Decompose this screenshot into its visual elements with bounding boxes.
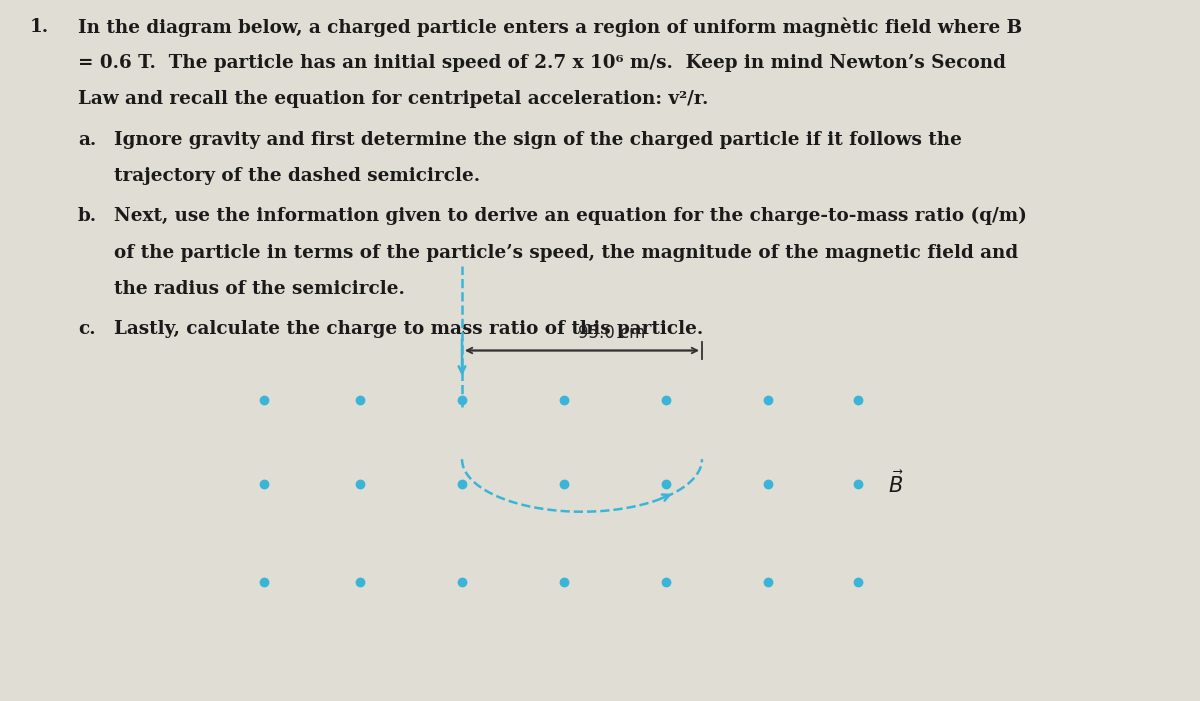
Point	[848, 478, 868, 489]
Point	[554, 394, 574, 405]
Text: Lastly, calculate the charge to mass ratio of this particle.: Lastly, calculate the charge to mass rat…	[114, 320, 703, 338]
Point	[656, 576, 676, 587]
Point	[452, 478, 472, 489]
Text: b.: b.	[78, 207, 97, 225]
Point	[254, 576, 274, 587]
Point	[452, 394, 472, 405]
Point	[848, 394, 868, 405]
Text: of the particle in terms of the particle’s speed, the magnitude of the magnetic : of the particle in terms of the particle…	[114, 243, 1018, 261]
Text: Next, use the information given to derive an equation for the charge-to-mass rat: Next, use the information given to deriv…	[114, 207, 1027, 225]
Point	[350, 478, 370, 489]
Point	[254, 478, 274, 489]
Text: = 0.6 T.  The particle has an initial speed of 2.7 x 10⁶ m/s.  Keep in mind Newt: = 0.6 T. The particle has an initial spe…	[78, 54, 1006, 72]
Text: 95.0 cm: 95.0 cm	[578, 324, 646, 342]
Text: Law and recall the equation for centripetal acceleration: v²/r.: Law and recall the equation for centripe…	[78, 90, 708, 109]
Point	[758, 394, 778, 405]
Text: 1.: 1.	[30, 18, 49, 36]
Point	[452, 576, 472, 587]
Text: a.: a.	[78, 130, 96, 149]
Point	[758, 478, 778, 489]
Text: Ignore gravity and first determine the sign of the charged particle if it follow: Ignore gravity and first determine the s…	[114, 130, 962, 149]
Point	[554, 478, 574, 489]
Point	[656, 394, 676, 405]
Text: the radius of the semicircle.: the radius of the semicircle.	[114, 280, 404, 298]
Point	[758, 576, 778, 587]
Text: trajectory of the dashed semicircle.: trajectory of the dashed semicircle.	[114, 167, 480, 185]
Text: c.: c.	[78, 320, 96, 338]
Point	[350, 576, 370, 587]
Point	[350, 394, 370, 405]
Point	[554, 576, 574, 587]
Point	[656, 478, 676, 489]
Point	[254, 394, 274, 405]
Text: In the diagram below, a charged particle enters a region of uniform magnètic fie: In the diagram below, a charged particle…	[78, 18, 1022, 37]
Text: $\vec{B}$: $\vec{B}$	[888, 470, 904, 497]
Point	[848, 576, 868, 587]
